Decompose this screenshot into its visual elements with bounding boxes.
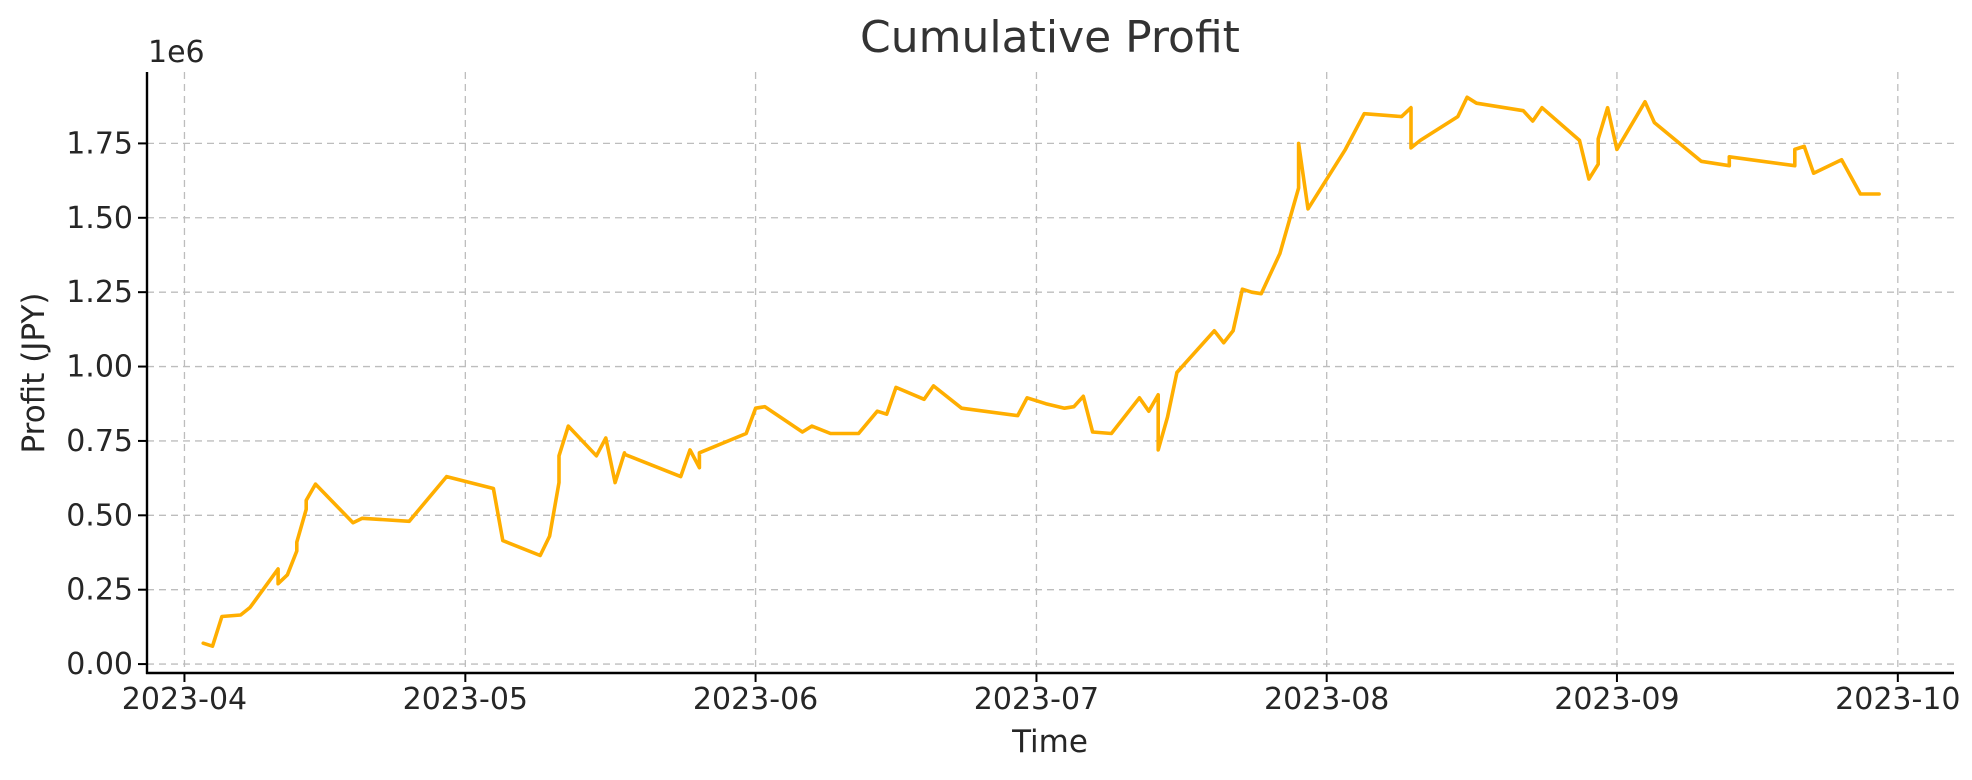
y-tick-label: 1.75 (66, 126, 133, 161)
x-tick-label: 2023-05 (403, 682, 528, 717)
x-tick-label: 2023-10 (1835, 682, 1960, 717)
cumulative-profit-series-line (201, 95, 1881, 649)
grid (147, 72, 1954, 673)
series-layer (201, 95, 1881, 649)
x-tick-label: 2023-06 (693, 682, 818, 717)
chart-title: Cumulative Profit (860, 12, 1240, 63)
x-axis-label: Time (1011, 724, 1088, 760)
x-tick-label: 2023-07 (974, 682, 1099, 717)
y-offset-label: 1e6 (148, 35, 205, 70)
y-tick-label: 0.50 (66, 498, 133, 533)
x-tick-label: 2023-09 (1554, 682, 1679, 717)
y-tick-label: 0.00 (66, 647, 133, 682)
y-tick-label: 1.00 (66, 350, 133, 385)
x-tick-label: 2023-08 (1264, 682, 1389, 717)
axis-ticks: 2023-04 2023-05 2023-06 2023-07 2023-08 2023-… (66, 126, 1960, 717)
y-tick-label: 0.75 (66, 424, 133, 459)
x-tick-label: 2023-04 (122, 682, 247, 717)
y-axis-label: Profit (JPY) (16, 293, 52, 454)
y-tick-label: 1.50 (66, 201, 133, 236)
y-tick-label: 0.25 (66, 573, 133, 608)
y-tick-label: 1.25 (66, 275, 133, 310)
